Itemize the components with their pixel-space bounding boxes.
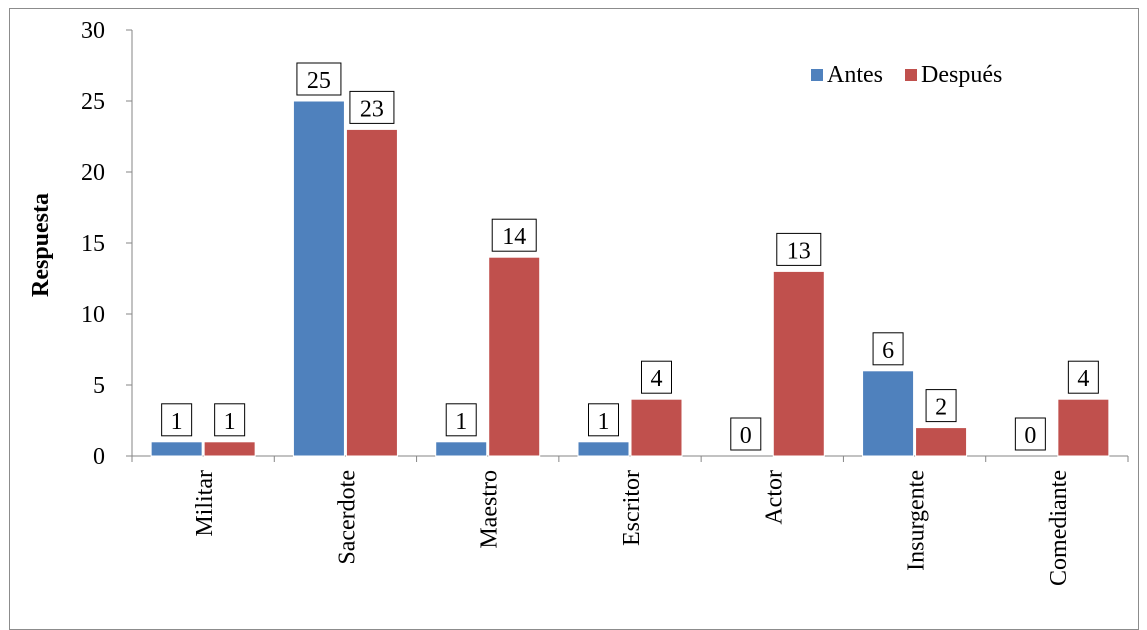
data-label-text: 1 xyxy=(224,409,236,435)
x-tick-label: Militar xyxy=(192,470,218,537)
x-tick-label: Maestro xyxy=(477,470,503,549)
data-label-text: 0 xyxy=(740,423,752,449)
data-label-box xyxy=(641,360,672,394)
data-label-box xyxy=(1067,360,1099,394)
data-label-box xyxy=(161,403,193,437)
data-label: 0 xyxy=(1014,417,1046,451)
legend-item: Antes xyxy=(811,62,883,88)
data-label-text: 0 xyxy=(1024,423,1036,449)
data-label-text: 4 xyxy=(1077,366,1089,392)
data-label-box xyxy=(872,332,904,366)
bar-despus-maestro xyxy=(488,256,541,457)
bar-antes-sacerdote xyxy=(292,100,345,457)
data-label-box xyxy=(445,403,477,437)
data-label-text: 25 xyxy=(307,68,331,94)
data-label-box xyxy=(214,403,246,437)
y-tick-label: 30 xyxy=(81,18,105,44)
bar-despus-comediante xyxy=(1057,398,1110,457)
data-label: 4 xyxy=(1067,360,1099,394)
data-label-box xyxy=(730,417,762,451)
bar-antes-escritor xyxy=(577,441,630,457)
bar-antes-insurgente xyxy=(862,370,915,457)
x-tick-label: Comediante xyxy=(1046,470,1072,586)
x-tick-label: Escritor xyxy=(619,470,645,546)
y-tick-label: 20 xyxy=(81,160,105,186)
y-tick-label: 15 xyxy=(81,231,105,257)
bar-despus-militar xyxy=(203,441,256,457)
data-label-box xyxy=(588,403,619,437)
x-tick-label: Insurgente xyxy=(904,470,930,571)
data-label: 1 xyxy=(445,403,477,437)
data-label: 25 xyxy=(296,62,342,96)
data-label-text: 6 xyxy=(882,338,894,364)
data-label-text: 1 xyxy=(171,409,183,435)
bars xyxy=(150,100,1110,457)
x-tick-label: Actor xyxy=(761,470,787,525)
data-label-box xyxy=(349,90,395,124)
bar-despus-escritor xyxy=(630,398,683,457)
bar-antes-militar xyxy=(150,441,203,457)
data-label-text: 1 xyxy=(455,409,467,435)
data-label: 2 xyxy=(925,389,957,423)
data-label: 4 xyxy=(641,360,672,394)
data-label: 6 xyxy=(872,332,904,366)
bar-despus-insurgente xyxy=(915,427,968,457)
bar-antes-maestro xyxy=(435,441,488,457)
legend-swatch xyxy=(905,69,917,81)
y-tick-label: 10 xyxy=(81,302,105,328)
legend-label: Antes xyxy=(827,62,883,88)
data-label: 1 xyxy=(214,403,246,437)
data-label-text: 4 xyxy=(651,366,663,392)
y-tick-label: 25 xyxy=(81,89,105,115)
data-label-text: 1 xyxy=(598,409,610,435)
bar-despus-actor xyxy=(772,270,825,457)
legend-item: Después xyxy=(905,62,1002,88)
legend-label: Después xyxy=(921,62,1002,88)
data-label: 13 xyxy=(776,232,822,266)
bar-despus-sacerdote xyxy=(345,128,398,457)
chart-frame xyxy=(9,8,1139,630)
y-tick-label: 0 xyxy=(93,444,105,470)
data-label-box xyxy=(491,218,537,252)
data-label: 23 xyxy=(349,90,395,124)
x-tick-label: Sacerdote xyxy=(334,470,360,565)
legend-swatch xyxy=(811,69,823,81)
data-label-text: 2 xyxy=(935,395,947,421)
y-axis-label: Respuesta xyxy=(28,193,54,297)
data-label-box xyxy=(1014,417,1046,451)
data-label: 0 xyxy=(730,417,762,451)
legend: Antes Después xyxy=(811,62,1002,88)
data-label-box xyxy=(925,389,957,423)
data-label: 1 xyxy=(161,403,193,437)
data-label-text: 14 xyxy=(502,224,526,250)
data-label-box xyxy=(776,232,822,266)
data-label: 14 xyxy=(491,218,537,252)
data-label-box xyxy=(296,62,342,96)
data-label-text: 23 xyxy=(360,96,384,122)
y-tick-label: 5 xyxy=(93,373,105,399)
data-label-text: 13 xyxy=(787,238,811,264)
data-label: 1 xyxy=(588,403,619,437)
